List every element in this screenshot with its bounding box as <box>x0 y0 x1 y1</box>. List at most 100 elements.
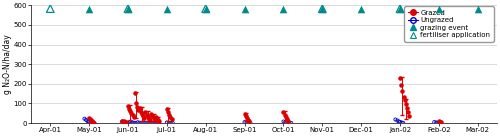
Point <box>88 122 96 124</box>
Point <box>140 121 147 123</box>
Point <box>128 121 136 123</box>
Point <box>128 114 136 116</box>
Point <box>118 120 126 122</box>
Point <box>318 7 326 10</box>
Point <box>280 114 288 116</box>
Point <box>168 122 176 124</box>
Point <box>396 7 404 10</box>
Point <box>151 122 159 124</box>
Point <box>148 115 156 117</box>
Point <box>80 118 88 120</box>
Point <box>136 107 143 109</box>
Point <box>130 122 138 124</box>
Point <box>84 120 92 122</box>
Point <box>142 111 150 113</box>
Point <box>246 120 254 122</box>
Point <box>243 117 251 119</box>
Point <box>120 120 128 123</box>
Point <box>156 120 164 122</box>
Point <box>118 120 126 123</box>
Point <box>246 122 254 124</box>
Point <box>163 121 171 123</box>
Point <box>138 113 146 115</box>
Point <box>280 120 287 123</box>
Point <box>85 121 93 123</box>
Point <box>397 84 405 86</box>
Point <box>144 116 152 118</box>
Point <box>403 107 411 109</box>
Point <box>137 111 145 113</box>
Point <box>286 122 294 124</box>
Point <box>124 7 132 10</box>
Point <box>146 122 154 124</box>
Point <box>145 118 153 120</box>
Point <box>357 7 365 10</box>
Point <box>474 7 482 10</box>
Point <box>435 7 443 10</box>
Point <box>163 7 171 10</box>
Point <box>142 122 150 124</box>
Point <box>240 7 248 10</box>
Point <box>395 120 403 123</box>
Point <box>400 95 407 98</box>
Point <box>122 121 130 123</box>
Point <box>434 122 442 124</box>
Point <box>202 7 209 10</box>
Point <box>396 7 404 10</box>
Point <box>85 117 93 119</box>
Point <box>120 121 128 123</box>
Point <box>139 115 147 117</box>
Point <box>396 121 404 123</box>
Point <box>140 116 148 119</box>
Point <box>396 77 404 79</box>
Point <box>155 122 163 124</box>
Point <box>124 105 132 107</box>
Point <box>244 122 252 124</box>
Point <box>432 121 440 123</box>
Point <box>150 122 158 124</box>
Point <box>398 121 406 123</box>
Point <box>90 122 98 124</box>
Point <box>134 121 141 123</box>
Point <box>134 109 142 111</box>
Point <box>167 122 175 124</box>
Point <box>134 106 141 108</box>
Point <box>392 118 400 121</box>
Point <box>138 122 145 124</box>
Point <box>436 122 444 124</box>
Point <box>153 122 161 124</box>
Point <box>244 118 252 121</box>
Point <box>242 115 250 117</box>
Point <box>89 121 97 123</box>
Point <box>146 119 154 121</box>
Point <box>242 121 250 123</box>
Point <box>430 121 438 123</box>
Point <box>202 7 209 10</box>
Point <box>168 118 175 120</box>
Legend: Grazed, Ungrazed, grazing event, fertiliser application: Grazed, Ungrazed, grazing event, fertili… <box>404 6 494 41</box>
Point <box>150 117 158 119</box>
Point <box>88 120 96 122</box>
Point <box>394 119 402 122</box>
Y-axis label: g N₂O-N/ha/day: g N₂O-N/ha/day <box>3 34 12 94</box>
Point <box>166 116 174 118</box>
Point <box>82 119 90 121</box>
Point <box>148 113 156 115</box>
Point <box>284 120 292 122</box>
Point <box>402 103 410 106</box>
Point <box>126 110 134 112</box>
Point <box>153 118 161 120</box>
Point <box>125 108 133 110</box>
Point <box>399 122 407 124</box>
Point <box>287 122 295 124</box>
Point <box>86 121 94 123</box>
Point <box>163 108 171 110</box>
Point <box>240 113 248 115</box>
Point <box>132 122 140 124</box>
Point <box>435 120 443 123</box>
Point <box>136 122 143 124</box>
Point <box>406 115 413 117</box>
Point <box>85 7 93 10</box>
Point <box>151 118 159 121</box>
Point <box>142 114 150 116</box>
